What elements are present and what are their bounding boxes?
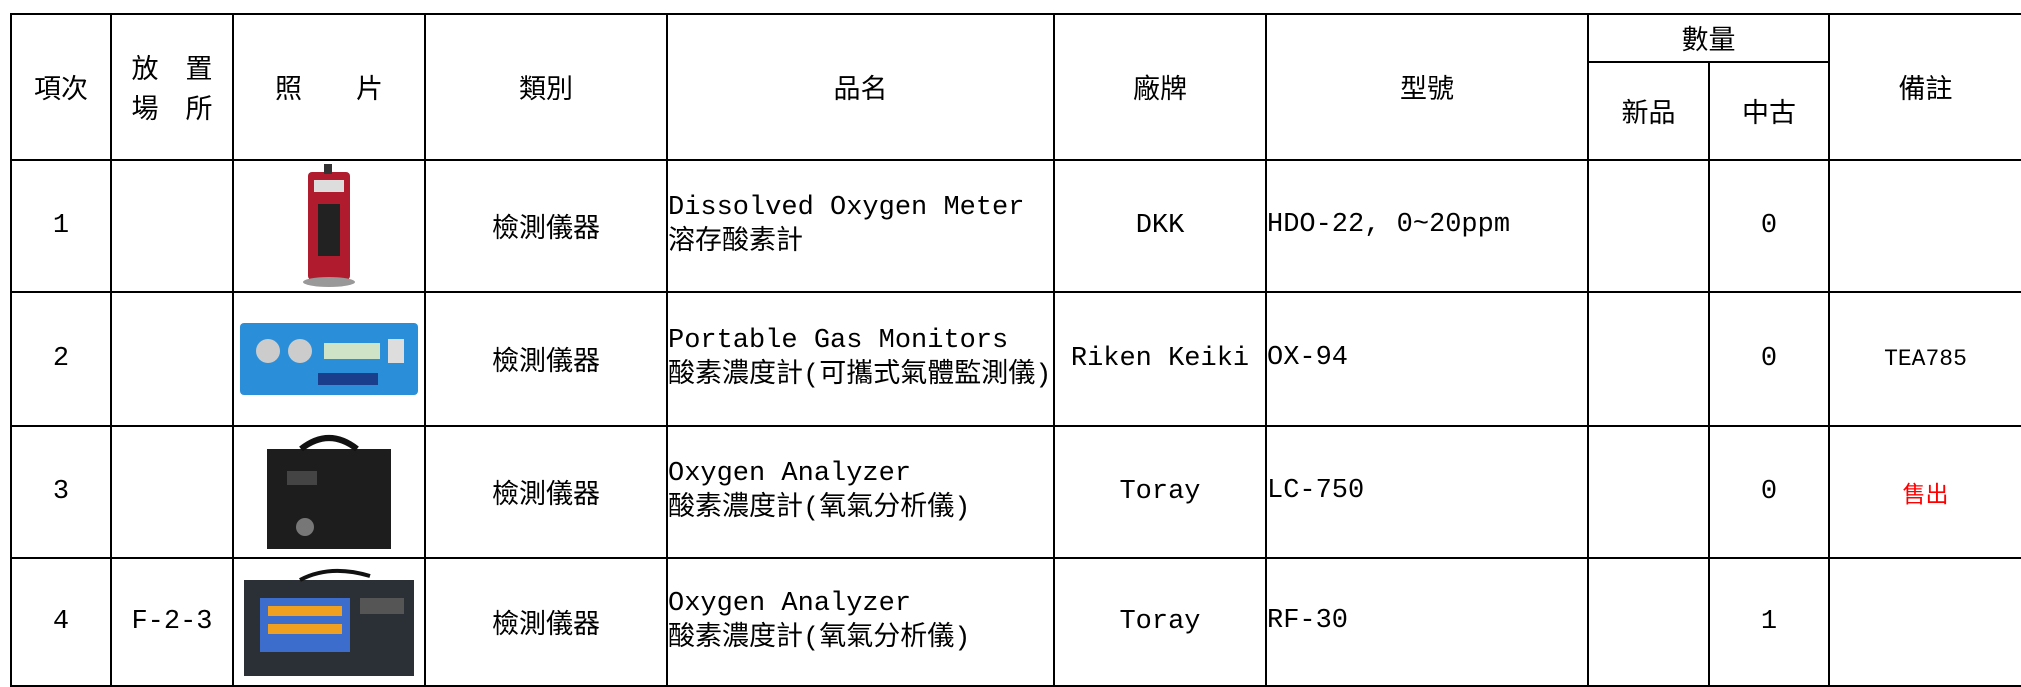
photo-cell (232, 159, 426, 293)
photo (244, 568, 414, 676)
header-location-line: 場 所 (131, 97, 213, 127)
location-cell (110, 159, 234, 293)
name-en: Oxygen Analyzer (668, 458, 912, 489)
new-cell (1587, 557, 1710, 687)
table-row: 1 檢測儀器 Dissolved Oxygen Meter 溶存酸素計 DKK HDO-2… (10, 159, 2021, 293)
new-cell (1587, 291, 1710, 427)
photo-cell (232, 557, 426, 687)
model-cell: RF-30 (1265, 557, 1589, 687)
name-en: Oxygen Analyzer (668, 588, 912, 619)
photo-cell (232, 425, 426, 559)
brand-cell: Toray (1053, 425, 1267, 559)
name-zh: 酸素濃度計(氧氣分析儀) (668, 494, 971, 524)
photo (267, 435, 391, 549)
header-note: 備註 (1828, 13, 2021, 161)
category-cell: 檢測儀器 (424, 159, 668, 293)
location-cell (110, 425, 234, 559)
equipment-table: 項次 放 置場 所 照 片 類別 品名 廠牌 型號 數量 備註 新品 中古 1 檢… (10, 13, 2021, 687)
brand-cell: DKK (1053, 159, 1267, 293)
header-model: 型號 (1265, 13, 1589, 161)
note-cell (1828, 557, 2021, 687)
category-cell: 檢測儀器 (424, 557, 668, 687)
name-cell: Dissolved Oxygen Meter 溶存酸素計 (666, 159, 1055, 293)
name-zh: 酸素濃度計(氧氣分析儀) (668, 624, 971, 654)
new-cell (1587, 425, 1710, 559)
model-cell: OX-94 (1265, 291, 1589, 427)
model-cell: LC-750 (1265, 425, 1589, 559)
header-quantity: 數量 (1587, 13, 1830, 63)
header-new: 新品 (1587, 61, 1710, 161)
used-cell: 0 (1708, 425, 1830, 559)
header-location: 放 置場 所 (110, 13, 234, 161)
index-cell: 4 (10, 557, 112, 687)
header-category: 類別 (424, 13, 668, 161)
header-name: 品名 (666, 13, 1055, 161)
photo (303, 164, 355, 287)
table-row: 3 檢測儀器 Oxygen Analyzer 酸素濃度計(氧氣分析儀) Toray LC-… (10, 425, 2021, 559)
location-cell: F-2-3 (110, 557, 234, 687)
used-cell: 1 (1708, 557, 1830, 687)
used-cell: 0 (1708, 159, 1830, 293)
name-zh: 溶存酸素計 (668, 228, 803, 258)
index-cell: 1 (10, 159, 112, 293)
header-photo: 照 片 (232, 13, 426, 161)
index-cell: 3 (10, 425, 112, 559)
header-index: 項次 (10, 13, 112, 161)
photo-cell (232, 291, 426, 427)
brand-cell: Riken Keiki (1053, 291, 1267, 427)
photo (240, 323, 418, 395)
name-cell: Oxygen Analyzer 酸素濃度計(氧氣分析儀) (666, 425, 1055, 559)
location-cell (110, 291, 234, 427)
brand-cell: Toray (1053, 557, 1267, 687)
header-brand: 廠牌 (1053, 13, 1267, 161)
table-body: 1 檢測儀器 Dissolved Oxygen Meter 溶存酸素計 DKK HDO-2… (10, 159, 2021, 687)
name-en: Dissolved Oxygen Meter (668, 192, 1025, 223)
note-cell: 售出 (1828, 425, 2021, 559)
category-cell: 檢測儀器 (424, 291, 668, 427)
used-cell: 0 (1708, 291, 1830, 427)
name-zh: 酸素濃度計(可攜式氣體監測儀) (668, 361, 1052, 391)
name-cell: Portable Gas Monitors 酸素濃度計(可攜式氣體監測儀) (666, 291, 1055, 427)
note-cell: TEA785 (1828, 291, 2021, 427)
table-row: 4 F-2-3 檢測儀器 Oxygen Analyzer 酸素濃度計(氧氣分析儀) Tor… (10, 557, 2021, 687)
note-cell (1828, 159, 2021, 293)
header-used: 中古 (1708, 61, 1830, 161)
category-cell: 檢測儀器 (424, 425, 668, 559)
table-row: 2 檢測儀器 Portable Gas Monitors 酸素濃度計(可攜式氣體監測儀… (10, 291, 2021, 427)
name-cell: Oxygen Analyzer 酸素濃度計(氧氣分析儀) (666, 557, 1055, 687)
model-cell: HDO-22, 0~20ppm (1265, 159, 1589, 293)
index-cell: 2 (10, 291, 112, 427)
new-cell (1587, 159, 1710, 293)
name-en: Portable Gas Monitors (668, 325, 1009, 356)
header-location-line: 放 置 (131, 57, 213, 87)
